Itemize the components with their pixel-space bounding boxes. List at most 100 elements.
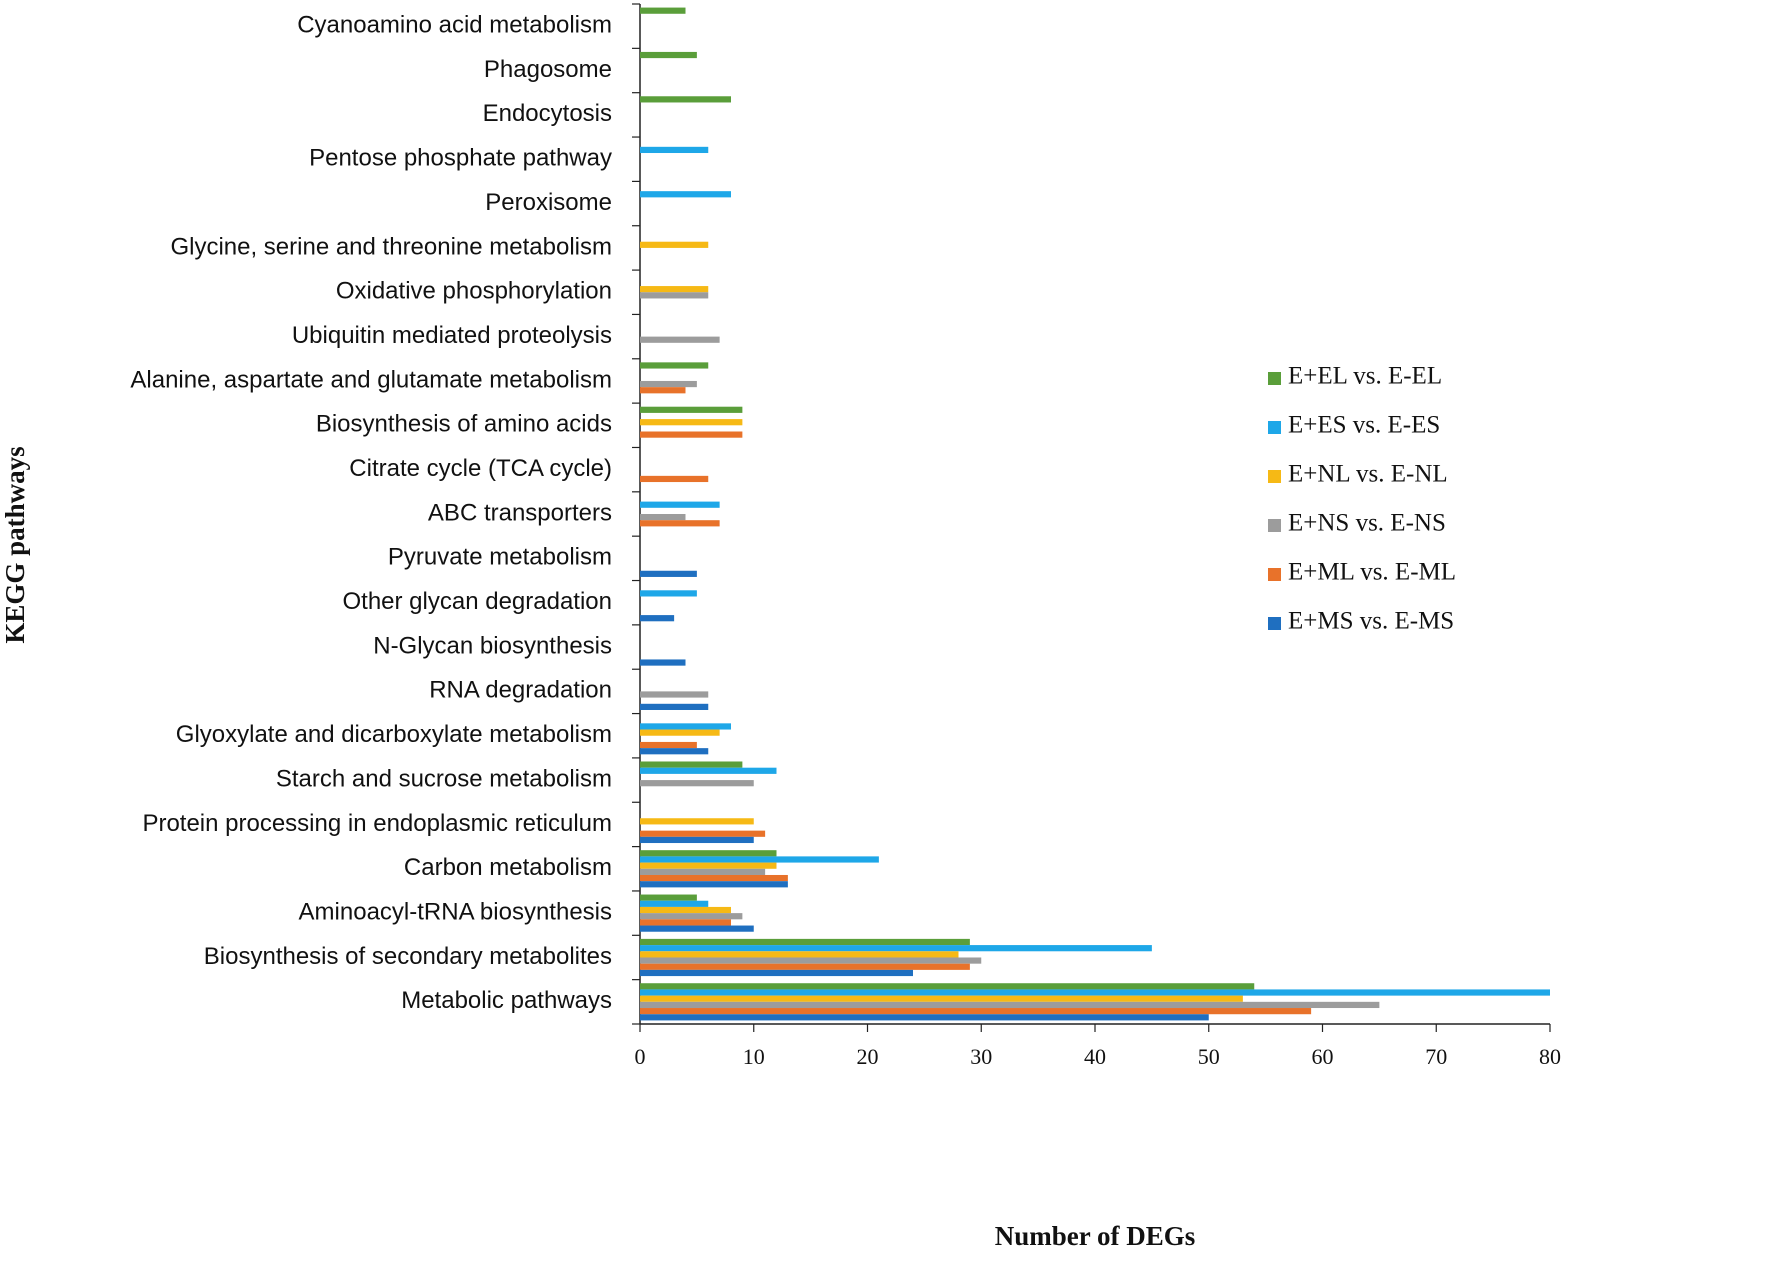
legend-label: E+NS vs. E-NS — [1288, 510, 1446, 537]
x-tick-label: 50 — [1198, 1044, 1220, 1069]
bar — [640, 836, 754, 844]
bar — [640, 146, 709, 154]
bar — [640, 7, 686, 14]
category-label: Endocytosis — [483, 100, 612, 127]
bar — [640, 963, 970, 970]
bar — [640, 51, 697, 59]
bar — [640, 925, 754, 932]
category-label: Ubiquitin mediated proteolysis — [292, 322, 612, 349]
bar — [640, 362, 709, 369]
bar — [640, 691, 709, 698]
bar — [640, 761, 743, 768]
bar — [640, 989, 1550, 996]
x-tick-label: 10 — [743, 1044, 765, 1069]
bar — [640, 292, 709, 299]
bar — [640, 336, 720, 343]
bar — [640, 894, 697, 901]
bar — [640, 659, 686, 666]
bar — [640, 995, 1243, 1002]
bar — [640, 862, 777, 869]
bar — [640, 945, 1152, 952]
bar — [640, 900, 709, 907]
legend-swatch — [1268, 372, 1281, 385]
legend-label: E+EL vs. E-EL — [1288, 363, 1442, 390]
category-label: Biosynthesis of secondary metabolites — [204, 943, 612, 970]
bar — [640, 514, 686, 521]
category-label: Peroxisome — [485, 189, 612, 216]
bar — [640, 1014, 1209, 1021]
bar — [640, 818, 754, 825]
legend-label: E+NL vs. E-NL — [1288, 461, 1448, 488]
bar — [640, 913, 743, 920]
category-label: Oxidative phosphorylation — [336, 278, 612, 305]
legend-swatch — [1268, 470, 1281, 483]
x-tick-label: 30 — [970, 1044, 992, 1069]
bar — [640, 938, 970, 946]
bar — [640, 969, 913, 977]
category-label: N-Glycan biosynthesis — [373, 632, 612, 659]
bar — [640, 431, 743, 438]
bar — [640, 520, 720, 527]
legend-swatch — [1268, 421, 1281, 434]
x-axis-title: Number of DEGs — [995, 1221, 1196, 1251]
category-label: Alanine, aspartate and glutamate metabol… — [130, 366, 612, 393]
bar — [640, 830, 766, 837]
category-label: Phagosome — [484, 56, 612, 83]
bar — [640, 868, 766, 875]
bar — [640, 741, 697, 749]
x-tick-label: 0 — [635, 1044, 646, 1069]
bar — [640, 856, 879, 863]
bar — [640, 767, 777, 774]
category-label: Carbon metabolism — [404, 854, 612, 881]
category-label: Protein processing in endoplasmic reticu… — [142, 810, 612, 837]
bar — [640, 96, 731, 103]
legend-label: E+MS vs. E-MS — [1288, 608, 1454, 635]
bar — [640, 983, 1255, 990]
x-tick-label: 80 — [1539, 1044, 1561, 1069]
bar — [640, 241, 709, 248]
bar — [640, 570, 697, 577]
category-label: Pyruvate metabolism — [388, 544, 612, 571]
bar — [640, 387, 686, 394]
legend-label: E+ML vs. E-ML — [1288, 559, 1456, 586]
x-tick-label: 40 — [1084, 1044, 1106, 1069]
category-label: Glycine, serine and threonine metabolism — [170, 233, 612, 260]
x-tick-label: 70 — [1425, 1044, 1447, 1069]
bar — [640, 615, 675, 622]
bar — [640, 380, 697, 388]
bar — [640, 957, 982, 964]
category-label: Glyoxylate and dicarboxylate metabolism — [176, 721, 612, 748]
bar — [640, 1008, 1312, 1015]
category-label: RNA degradation — [429, 677, 612, 704]
category-label: Cyanoamino acid metabolism — [297, 12, 612, 39]
bar — [640, 191, 731, 198]
bar — [640, 748, 709, 755]
y-axis-title: KEGG pathways — [0, 446, 30, 643]
bar — [640, 850, 777, 857]
bar — [640, 780, 754, 787]
x-tick-label: 60 — [1312, 1044, 1334, 1069]
category-label: ABC transporters — [428, 499, 612, 526]
bar — [640, 729, 720, 736]
bar — [640, 419, 743, 426]
category-label: Aminoacyl-tRNA biosynthesis — [299, 898, 612, 925]
category-label: Pentose phosphate pathway — [309, 145, 612, 172]
category-label: Other glycan degradation — [342, 588, 612, 615]
bar — [640, 286, 709, 293]
bar — [640, 723, 731, 730]
category-label: Starch and sucrose metabolism — [276, 765, 612, 792]
bar — [640, 881, 788, 888]
bar — [640, 919, 731, 926]
bar — [640, 475, 709, 483]
category-label: Biosynthesis of amino acids — [316, 411, 612, 438]
bar — [640, 951, 959, 958]
x-tick-label: 20 — [857, 1044, 879, 1069]
bar — [640, 906, 731, 914]
category-label: Metabolic pathways — [401, 987, 612, 1014]
bar — [640, 874, 788, 882]
bar — [640, 406, 743, 413]
bar — [640, 590, 697, 597]
legend-swatch — [1268, 617, 1281, 630]
legend-swatch — [1268, 519, 1281, 532]
